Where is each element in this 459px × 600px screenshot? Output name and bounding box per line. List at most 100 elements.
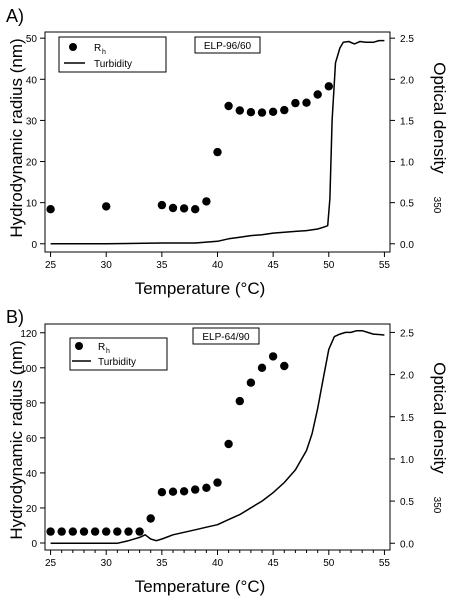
rh-point <box>46 205 55 214</box>
legend-turbidity-label: Turbidity <box>98 357 136 368</box>
legend-rh-subscript: h <box>102 49 106 56</box>
rh-point <box>191 205 200 214</box>
plot-area: 25 30 35 40 45 50 55 0 10 20 30 40 50 0.0 0.5 1.0 1.5 2.0… <box>26 31 414 271</box>
legend-rh-marker <box>75 342 83 350</box>
left-tick-label: 30 <box>26 116 38 127</box>
rh-point <box>268 107 278 117</box>
right-tick-label: 0.0 <box>400 240 414 251</box>
rh-point <box>157 200 167 210</box>
rh-point <box>213 478 222 487</box>
rh-point <box>202 483 211 492</box>
rh-point <box>191 485 200 494</box>
rh-point <box>257 108 267 117</box>
left-tick-label: 80 <box>26 399 38 410</box>
x-tick-label: 40 <box>212 558 224 569</box>
rh-point <box>246 378 256 387</box>
rh-point <box>224 439 233 449</box>
rh-point <box>313 90 322 99</box>
rh-point <box>280 105 289 115</box>
legend-rh-label: R <box>94 43 101 54</box>
right-tick-label: 1.0 <box>400 455 414 466</box>
panel-a: A) Temperature (°C) Hydrodynamic radius … <box>6 6 449 298</box>
x-tick-label: 35 <box>156 558 168 569</box>
x-tick-label: 30 <box>101 558 113 569</box>
rh-point <box>268 352 278 361</box>
left-tick-label: 100 <box>20 364 37 375</box>
rh-point <box>90 527 100 536</box>
right-axis-title-subscript: 350 <box>431 497 442 514</box>
turbidity-line <box>50 39 385 245</box>
rh-point <box>168 203 178 213</box>
right-tick-label: 0.0 <box>400 539 414 550</box>
x-tick-label: 55 <box>379 260 391 271</box>
panel-label: A) <box>6 6 24 26</box>
left-tick-label: 0 <box>31 240 37 251</box>
panel-label: B) <box>6 307 24 327</box>
right-tick-label: 2.5 <box>400 328 414 339</box>
legend-box <box>69 337 168 371</box>
legend: R h Turbidity <box>69 337 168 371</box>
rh-point <box>291 98 300 108</box>
right-tick-label: 1.5 <box>400 413 414 424</box>
rh-point <box>302 98 311 107</box>
right-tick-label: 2.0 <box>400 75 414 86</box>
rh-point <box>157 488 167 497</box>
right-axis-title-subscript: 350 <box>431 197 442 214</box>
x-tick-label: 25 <box>45 260 57 271</box>
x-tick-label: 50 <box>323 260 335 271</box>
x-tick-label: 55 <box>379 558 391 569</box>
left-axis-title: Hydrodynamic radius (nm) <box>7 340 26 539</box>
rh-point <box>102 202 111 211</box>
right-tick-label: 0.5 <box>400 199 414 210</box>
rh-point <box>213 147 222 157</box>
left-tick-label: 40 <box>26 75 38 86</box>
right-tick-label: 2.0 <box>400 371 414 382</box>
legend-box <box>58 36 167 73</box>
x-tick-label: 45 <box>268 558 280 569</box>
rh-point <box>257 363 267 372</box>
rh-point <box>135 527 144 536</box>
legend-rh-label: R <box>98 342 105 353</box>
left-tick-label: 40 <box>26 469 38 480</box>
left-tick-label: 20 <box>26 504 38 515</box>
x-tick-label: 35 <box>156 260 168 271</box>
inset-box <box>192 327 260 345</box>
left-tick-label: 120 <box>20 329 37 340</box>
panel-b: B) Temperature (°C) Hydrodynamic radius … <box>6 307 449 596</box>
legend-rh-marker <box>69 43 77 51</box>
rh-point <box>246 108 256 117</box>
right-tick-label: 2.5 <box>400 34 414 45</box>
rh-point <box>179 487 189 496</box>
x-tick-label: 30 <box>101 260 113 271</box>
left-tick-label: 20 <box>26 158 38 169</box>
rh-point <box>146 514 155 523</box>
inset-label-box: ELP-64/90 <box>192 327 260 345</box>
rh-point <box>124 527 133 536</box>
rh-point <box>68 527 78 536</box>
rh-point <box>46 527 55 536</box>
inset-label-box: ELP-96/60 <box>194 36 261 54</box>
left-tick-label: 10 <box>26 199 38 210</box>
x-tick-label: 40 <box>212 260 224 271</box>
right-tick-label: 1.0 <box>400 158 414 169</box>
legend-turbidity-label: Turbidity <box>94 59 132 70</box>
legend-rh-subscript: h <box>106 348 110 355</box>
left-axis-title: Hydrodynamic radius (nm) <box>7 38 26 237</box>
x-tick-label: 25 <box>45 558 57 569</box>
rh-point <box>202 197 211 206</box>
x-tick-label: 50 <box>323 558 335 569</box>
right-axis-title: Optical density <box>430 362 449 474</box>
left-tick-label: 50 <box>26 34 38 45</box>
turbidity-line <box>50 329 385 545</box>
rh-point <box>102 527 111 536</box>
rh-point <box>113 527 122 536</box>
legend: R h Turbidity <box>58 36 167 73</box>
rh-point <box>79 527 89 536</box>
rh-point <box>280 361 289 371</box>
rh-point <box>324 82 333 91</box>
inset-box <box>194 36 261 54</box>
x-axis-title: Temperature (°C) <box>135 577 266 596</box>
rh-point <box>235 396 244 406</box>
x-tick-label: 45 <box>268 260 280 271</box>
